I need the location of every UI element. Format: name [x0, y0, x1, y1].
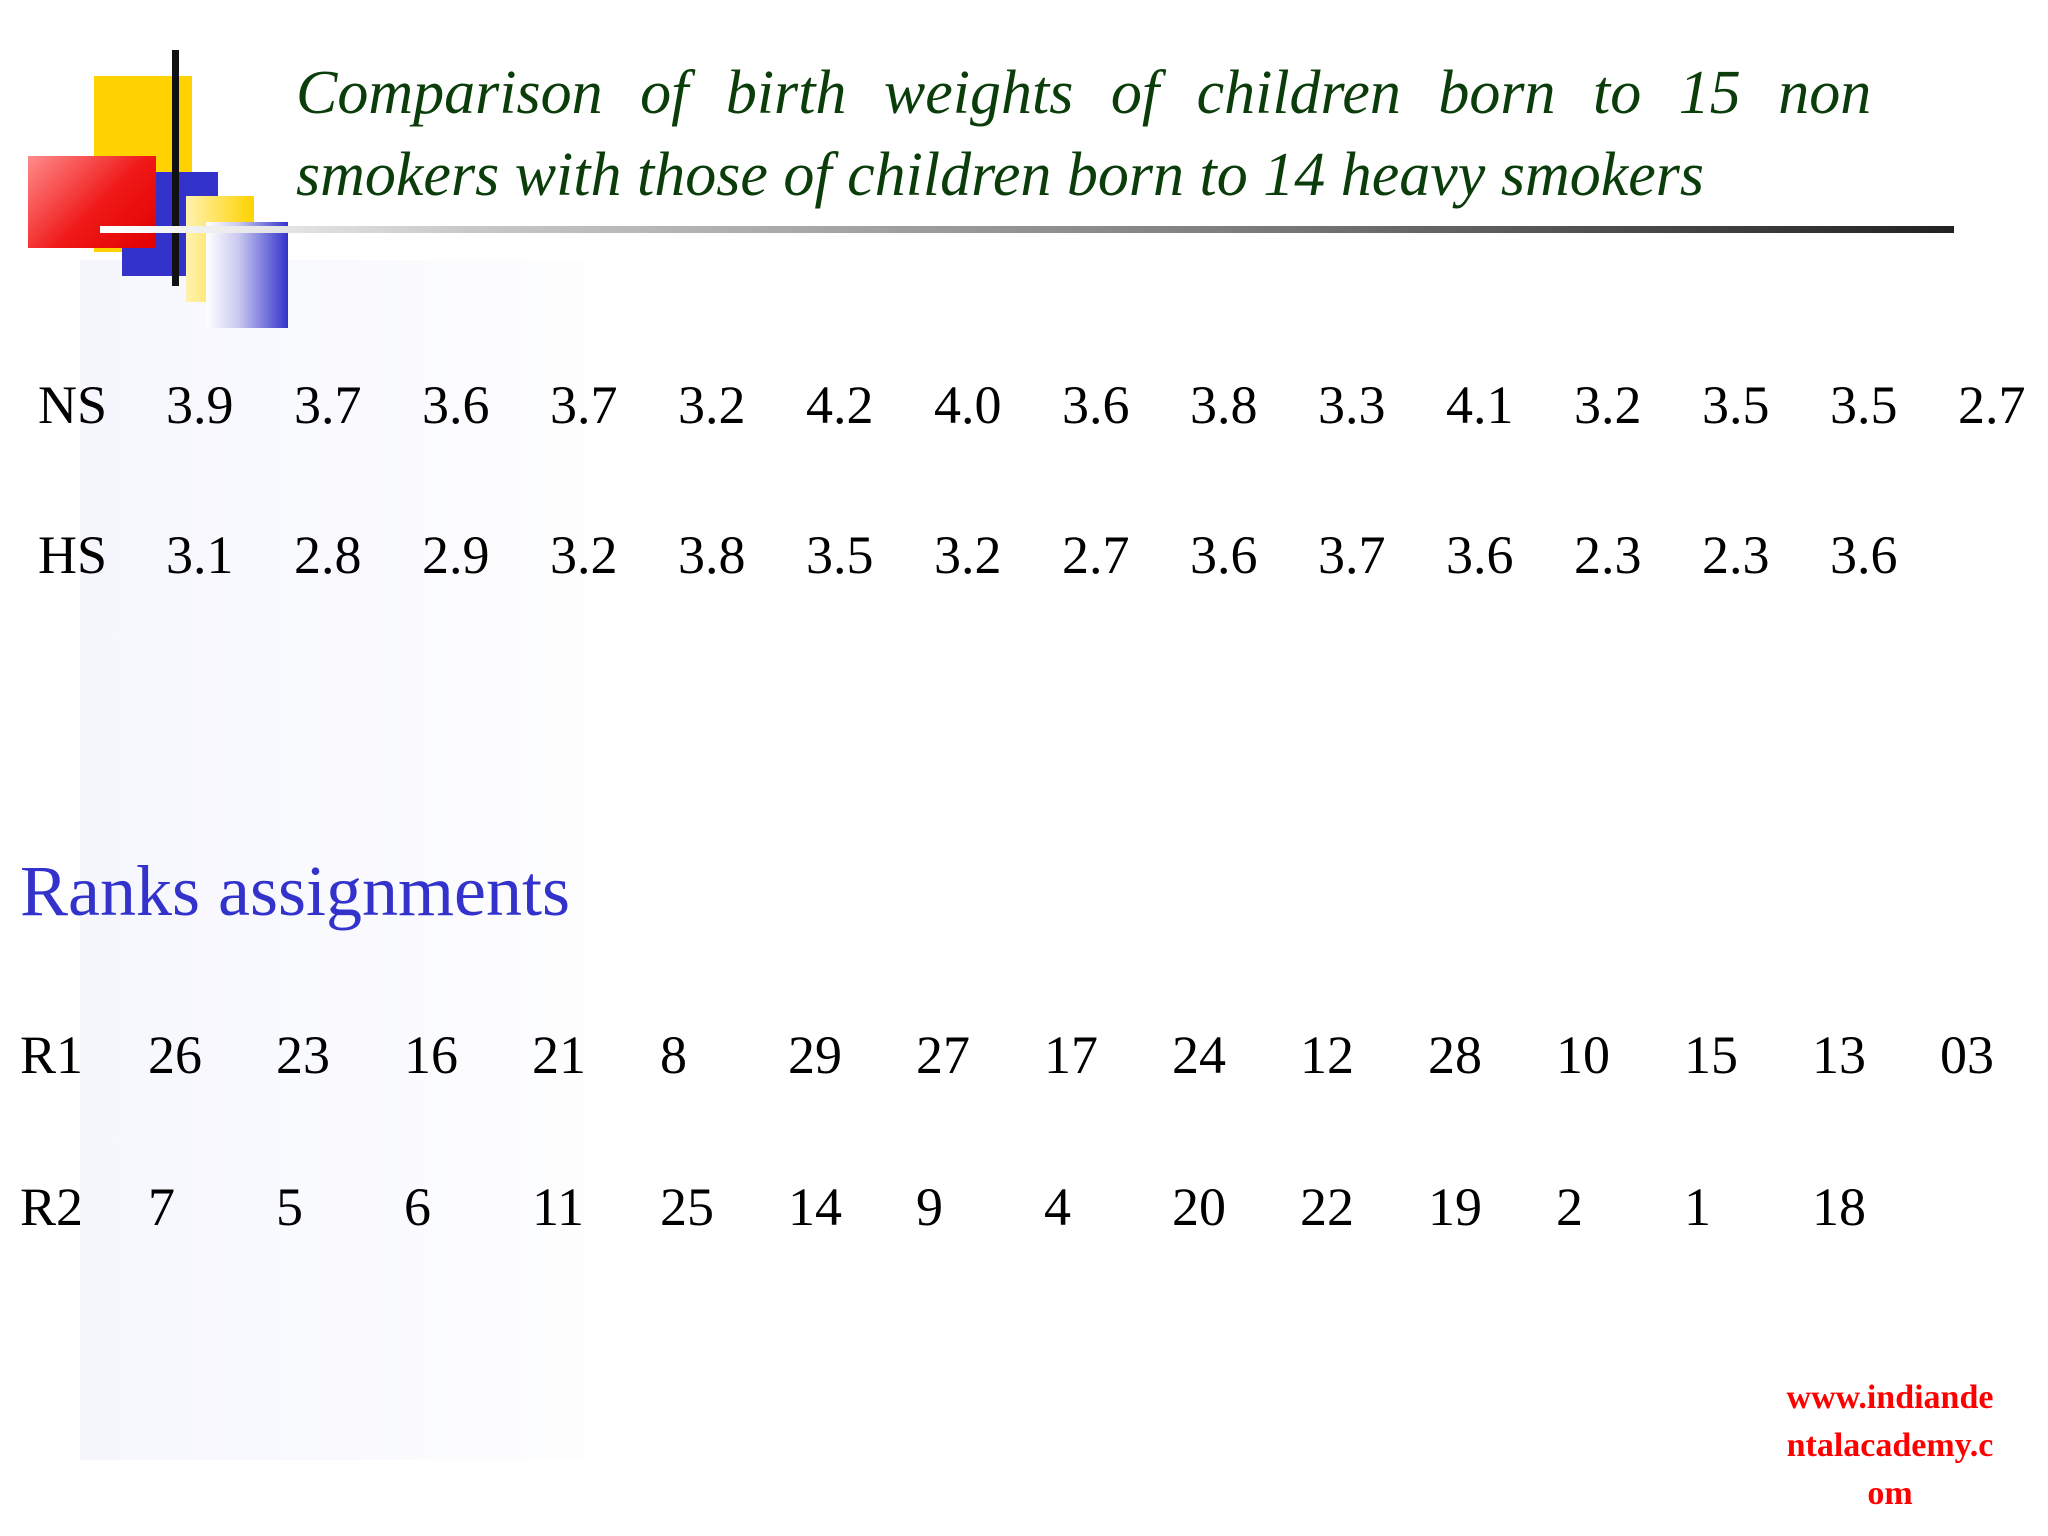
ns-value: 3.9: [166, 375, 234, 435]
hs-value: 2.7: [1062, 525, 1130, 585]
watermark-line: om: [1867, 1475, 1913, 1512]
r2-rank: 25: [660, 1177, 714, 1237]
r1-rank: 10: [1556, 1025, 1610, 1085]
row-label: NS: [38, 375, 108, 435]
blue-gradient-square-decoration: [206, 222, 288, 328]
r2-rank: 4: [1044, 1177, 1071, 1237]
r2-rank: 19: [1428, 1177, 1482, 1237]
r1-rank: 17: [1044, 1025, 1098, 1085]
r1-rank: 12: [1300, 1025, 1354, 1085]
r2-rank: 22: [1300, 1177, 1354, 1237]
hs-value: 3.6: [1190, 525, 1258, 585]
r2-rank: 20: [1172, 1177, 1226, 1237]
r1-rank: 29: [788, 1025, 842, 1085]
r2-rank: 2: [1556, 1177, 1583, 1237]
r2-rank: 6: [404, 1177, 431, 1237]
hs-value: 3.2: [934, 525, 1002, 585]
ns-value: 4.2: [806, 375, 874, 435]
watermark-line: www.indiande: [1786, 1379, 1994, 1416]
hs-value: 3.2: [550, 525, 618, 585]
r1-rank: 26: [148, 1025, 202, 1085]
website-watermark: www.indiande ntalacademy.c om: [1740, 1374, 2040, 1518]
hs-value: 3.1: [166, 525, 234, 585]
title-line-1: Comparison of birth weights of children …: [296, 59, 1872, 127]
row-label: HS: [38, 525, 108, 585]
red-gradient-square-decoration: [28, 156, 156, 248]
r1-rank: 13: [1812, 1025, 1866, 1085]
ns-value: 3.5: [1830, 375, 1898, 435]
r1-rank: 16: [404, 1025, 458, 1085]
r2-rank: 5: [276, 1177, 303, 1237]
hs-value: 3.7: [1318, 525, 1386, 585]
watermark-line: ntalacademy.c: [1786, 1427, 1994, 1464]
hs-value: 3.5: [806, 525, 874, 585]
ns-value: 4.0: [934, 375, 1002, 435]
ns-value: 3.6: [1062, 375, 1130, 435]
title-underline-rule: [100, 226, 1954, 233]
ns-value: 2.7: [1958, 375, 2026, 435]
row-label: R2: [20, 1177, 84, 1237]
r2-rank: 11: [532, 1177, 584, 1237]
r1-rank: 27: [916, 1025, 970, 1085]
r2-rank: 9: [916, 1177, 943, 1237]
r1-rank: 23: [276, 1025, 330, 1085]
background-glow: [80, 260, 700, 1460]
r2-rank: 7: [148, 1177, 175, 1237]
ns-value: 4.1: [1446, 375, 1514, 435]
r2-ranks-row: R2 7 5 6 11 25 14 9 4 20 22 19 2 1 18: [0, 1172, 2048, 1242]
hs-value: 2.3: [1574, 525, 1642, 585]
r2-rank: 14: [788, 1177, 842, 1237]
r1-rank: 03: [1940, 1025, 1994, 1085]
vertical-line-decoration: [172, 50, 179, 286]
hs-value: 3.6: [1830, 525, 1898, 585]
ns-value: 3.8: [1190, 375, 1258, 435]
r1-rank: 15: [1684, 1025, 1738, 1085]
hs-value: 2.8: [294, 525, 362, 585]
ranks-heading: Ranks assignments: [20, 851, 570, 931]
ns-value: 3.7: [294, 375, 362, 435]
hs-value: 3.8: [678, 525, 746, 585]
ns-value: 3.7: [550, 375, 618, 435]
hs-value: 2.9: [422, 525, 490, 585]
r2-rank: 18: [1812, 1177, 1866, 1237]
ns-value: 3.2: [678, 375, 746, 435]
r1-rank: 8: [660, 1025, 687, 1085]
r1-rank: 28: [1428, 1025, 1482, 1085]
row-label: R1: [20, 1025, 84, 1085]
ns-weights-row: NS 3.9 3.7 3.6 3.7 3.2 4.2 4.0 3.6 3.8 3…: [0, 370, 2048, 440]
r1-rank: 21: [532, 1025, 586, 1085]
r1-ranks-row: R1 26 23 16 21 8 29 27 17 24 12 28 10 15…: [0, 1020, 2048, 1090]
title-line-2: smokers with those of children born to 1…: [296, 141, 1705, 209]
ns-value: 3.5: [1702, 375, 1770, 435]
slide-title: Comparison of birth weights of children …: [296, 52, 1996, 216]
r1-rank: 24: [1172, 1025, 1226, 1085]
ns-value: 3.6: [422, 375, 490, 435]
hs-weights-row: HS 3.1 2.8 2.9 3.2 3.8 3.5 3.2 2.7 3.6 3…: [0, 520, 2048, 590]
ns-value: 3.3: [1318, 375, 1386, 435]
hs-value: 2.3: [1702, 525, 1770, 585]
ns-value: 3.2: [1574, 375, 1642, 435]
r2-rank: 1: [1684, 1177, 1711, 1237]
hs-value: 3.6: [1446, 525, 1514, 585]
